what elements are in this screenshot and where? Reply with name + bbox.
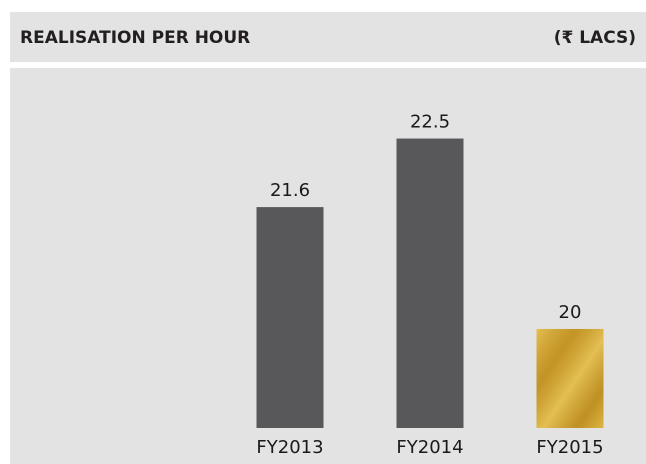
unit-label: (₹ LACS) [554, 28, 636, 48]
page: {"chart_data": {"type": "bar", "title": … [0, 0, 646, 464]
x-tick-label: FY2014 [396, 437, 463, 458]
value-label: 20 [559, 302, 582, 323]
chart-title: REALISATION PER HOUR [20, 28, 250, 48]
bar [397, 139, 464, 428]
value-label: 21.6 [270, 180, 310, 201]
chart: REALISATION PER HOUR (₹ LACS) 21.6 FY2013… [0, 0, 646, 464]
bar-texture [537, 329, 604, 428]
bar [257, 207, 324, 428]
value-label: 22.5 [410, 112, 450, 133]
x-tick-label: FY2015 [536, 437, 603, 458]
x-tick-label: FY2013 [256, 437, 323, 458]
